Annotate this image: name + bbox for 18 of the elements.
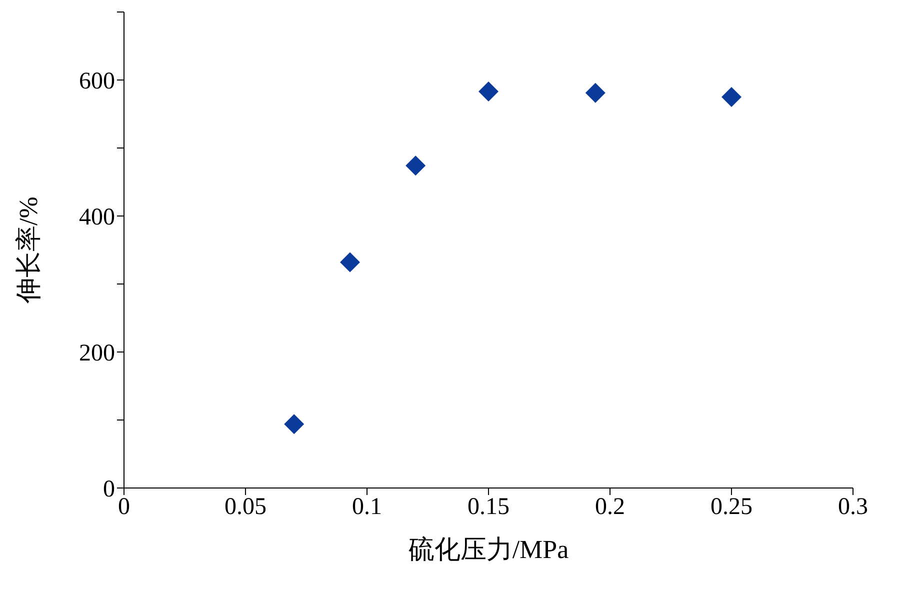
x-tick-label: 0.1 [352, 494, 382, 520]
point [478, 82, 498, 102]
y-tick-label: 400 [79, 204, 115, 231]
y-axis-title: 伸长率/% [14, 196, 44, 304]
y-tick-label: 0 [103, 476, 115, 503]
point [585, 82, 606, 103]
point [284, 414, 304, 434]
y-tick-label: 200 [79, 340, 115, 367]
x-tick-label: 0.2 [595, 494, 625, 520]
x-tick-label: 0.15 [468, 494, 510, 520]
x-tick-label: 0.05 [224, 494, 266, 520]
x-tick-label: 0.25 [710, 494, 752, 520]
y-tick-label: 600 [79, 68, 115, 95]
point [406, 156, 426, 176]
point [340, 252, 360, 272]
x-axis-title: 硫化压力/MPa [408, 535, 570, 564]
x-tick-label: 0.3 [838, 494, 868, 520]
point [722, 87, 742, 107]
